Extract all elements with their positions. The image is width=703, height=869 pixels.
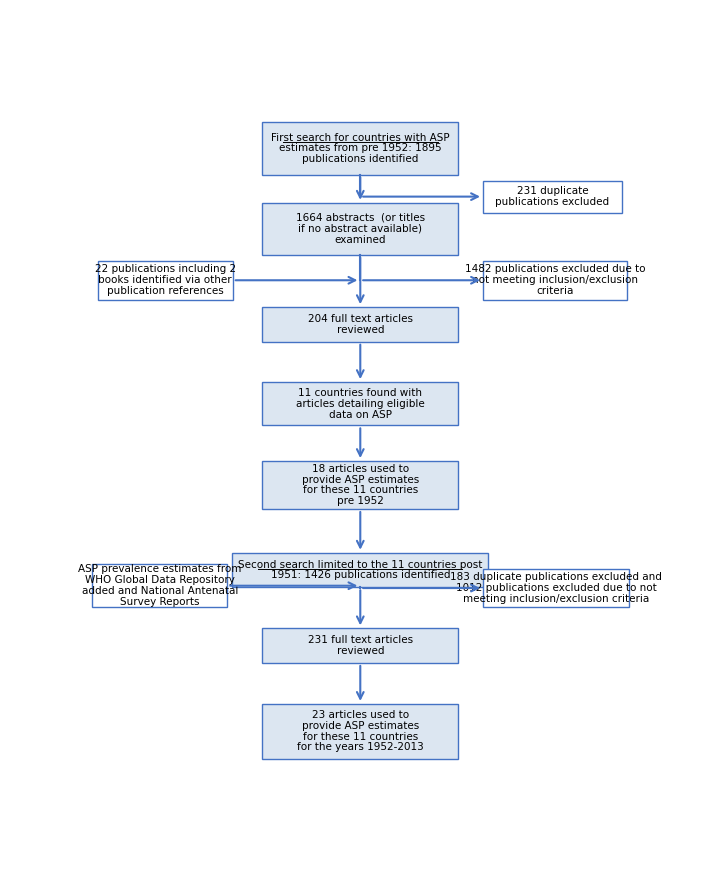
Text: First search for countries with ASP: First search for countries with ASP: [271, 133, 450, 143]
FancyBboxPatch shape: [262, 382, 458, 426]
Text: ASP prevalence estimates from: ASP prevalence estimates from: [78, 565, 241, 574]
Text: 1012 publications excluded due to not: 1012 publications excluded due to not: [456, 583, 657, 593]
Text: books identified via other: books identified via other: [98, 275, 232, 285]
Text: for these 11 countries: for these 11 countries: [303, 732, 418, 741]
Text: publications identified: publications identified: [302, 155, 418, 164]
FancyBboxPatch shape: [232, 553, 489, 587]
Text: publications excluded: publications excluded: [496, 197, 610, 207]
Text: 231 full text articles: 231 full text articles: [308, 635, 413, 645]
Text: estimates from pre 1952: 1895: estimates from pre 1952: 1895: [279, 143, 441, 154]
FancyBboxPatch shape: [262, 123, 458, 175]
Text: Second search limited to the 11 countries post: Second search limited to the 11 countrie…: [238, 560, 482, 569]
FancyBboxPatch shape: [262, 704, 458, 759]
Text: 183 duplicate publications excluded and: 183 duplicate publications excluded and: [450, 572, 662, 582]
Text: WHO Global Data Repository: WHO Global Data Repository: [85, 575, 235, 586]
Text: if no abstract available): if no abstract available): [298, 223, 423, 234]
FancyBboxPatch shape: [262, 307, 458, 342]
Text: 1482 publications excluded due to: 1482 publications excluded due to: [465, 264, 645, 275]
Text: reviewed: reviewed: [337, 325, 384, 335]
Text: 1951: 1426 publications identified: 1951: 1426 publications identified: [271, 570, 450, 580]
Text: publication references: publication references: [107, 286, 224, 296]
Text: data on ASP: data on ASP: [329, 409, 392, 420]
FancyBboxPatch shape: [483, 181, 622, 213]
Text: provide ASP estimates: provide ASP estimates: [302, 721, 419, 731]
Text: not meeting inclusion/exclusion: not meeting inclusion/exclusion: [472, 275, 638, 285]
Text: pre 1952: pre 1952: [337, 496, 384, 507]
Text: 231 duplicate: 231 duplicate: [517, 186, 588, 196]
Text: 23 articles used to: 23 articles used to: [311, 710, 409, 720]
Text: provide ASP estimates: provide ASP estimates: [302, 474, 419, 485]
Text: 1664 abstracts  (or titles: 1664 abstracts (or titles: [296, 213, 425, 223]
Text: Survey Reports: Survey Reports: [120, 597, 200, 607]
Text: 18 articles used to: 18 articles used to: [311, 464, 409, 474]
Text: 204 full text articles: 204 full text articles: [308, 314, 413, 324]
Text: examined: examined: [335, 235, 386, 244]
FancyBboxPatch shape: [483, 568, 629, 607]
FancyBboxPatch shape: [483, 261, 627, 300]
FancyBboxPatch shape: [92, 564, 227, 607]
Text: 22 publications including 2: 22 publications including 2: [95, 264, 236, 275]
Text: 11 countries found with: 11 countries found with: [298, 388, 423, 398]
Text: meeting inclusion/exclusion criteria: meeting inclusion/exclusion criteria: [463, 594, 649, 604]
Text: articles detailing eligible: articles detailing eligible: [296, 399, 425, 408]
FancyBboxPatch shape: [98, 261, 233, 300]
Text: added and National Antenatal: added and National Antenatal: [82, 586, 238, 596]
Text: reviewed: reviewed: [337, 646, 384, 656]
FancyBboxPatch shape: [262, 461, 458, 509]
Text: criteria: criteria: [536, 286, 574, 296]
FancyBboxPatch shape: [262, 628, 458, 663]
Text: for these 11 countries: for these 11 countries: [303, 486, 418, 495]
FancyBboxPatch shape: [262, 202, 458, 255]
Text: for the years 1952-2013: for the years 1952-2013: [297, 742, 424, 753]
